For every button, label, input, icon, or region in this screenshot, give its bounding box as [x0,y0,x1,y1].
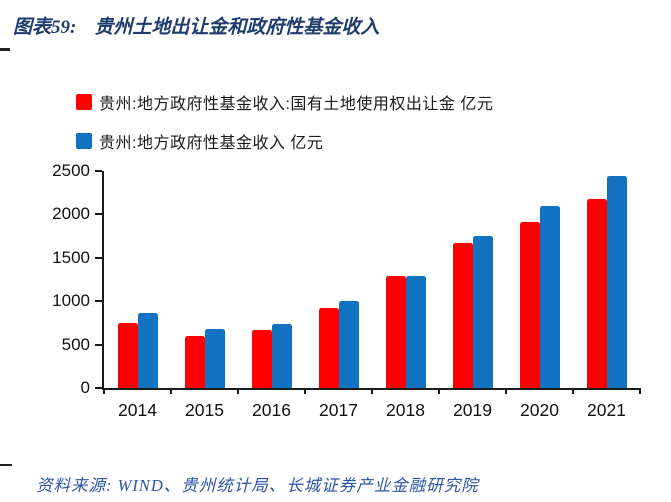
y-axis-label: 500 [61,334,90,354]
bar-blue-2019 [472,235,493,388]
bar-blue-2014 [137,312,158,388]
bar-blue-2017 [338,301,359,388]
bar-blue-2016 [271,323,292,388]
y-axis-label: 2500 [52,161,90,180]
y-axis-tick [95,256,102,259]
x-axis-label: 2018 [386,400,425,420]
x-axis-label: 2019 [453,400,492,420]
x-axis-label: 2015 [185,400,224,420]
y-axis-tick [95,387,102,389]
x-axis-label: 2021 [587,400,626,420]
bar-red-2020 [519,222,540,388]
x-axis-label: 2014 [118,400,157,420]
chart-legend: 贵州:地方政府性基金收入:国有土地使用权出让金 亿元 贵州:地方政府性基金收入 … [76,92,493,170]
y-axis-label: 2000 [52,204,90,224]
legend-label: 贵州:地方政府性基金收入 亿元 [99,135,324,152]
x-axis-label: 2016 [252,400,291,420]
y-axis-label: 1500 [52,247,90,267]
figure-title-text: 贵州土地出让金和政府性基金收入 [94,17,380,38]
divider-cap [0,48,10,51]
blue-swatch-icon [76,133,92,149]
header-divider [0,48,671,51]
y-axis-label: 0 [80,378,90,397]
chart-title: 图表59: 贵州土地出让金和政府性基金收入 [13,12,658,39]
figure-number: 图表59: [13,17,77,38]
bar-red-2015 [184,335,205,388]
footer-divider [0,464,671,466]
y-axis-tick [95,343,102,346]
source-note: 资料来源: WIND、贵州统计局、长城证券产业金融研究院 [36,476,479,495]
x-axis-tick [572,388,574,394]
x-axis-tick [170,388,172,394]
bar-blue-2020 [539,205,560,388]
y-axis-label: 1000 [52,291,90,311]
y-axis-tick [95,213,102,216]
y-axis-tick [95,170,102,172]
bar-red-2019 [452,243,473,388]
y-axis-tick [95,300,102,303]
x-axis-tick [371,388,373,394]
bar-blue-2015 [204,328,225,388]
bar-blue-2021 [606,175,627,388]
x-axis-tick [103,388,105,394]
bar-red-2018 [385,276,406,388]
x-axis-label: 2020 [520,400,559,420]
x-axis-label: 2017 [319,400,358,420]
legend-item-gov-fund: 贵州:地方政府性基金收入 亿元 [76,131,493,152]
bar-blue-2018 [405,276,426,388]
divider-cap [0,464,12,466]
x-axis-tick [505,388,507,394]
bar-red-2017 [318,308,339,388]
x-axis-tick [304,388,306,394]
x-axis-tick [237,388,239,394]
legend-label: 贵州:地方政府性基金收入:国有土地使用权出让金 亿元 [99,96,494,113]
bar-red-2014 [117,323,138,388]
red-swatch-icon [76,94,92,110]
legend-item-land-transfer: 贵州:地方政府性基金收入:国有土地使用权出让金 亿元 [76,92,494,113]
plot-area: 0 500 1000 1500 2000 2500 2014 2015 2016 2017 2018… [52,161,641,420]
bar-red-2016 [251,330,272,388]
x-axis-tick [438,388,440,394]
bar-red-2021 [586,199,607,388]
x-axis-tick [639,388,641,394]
